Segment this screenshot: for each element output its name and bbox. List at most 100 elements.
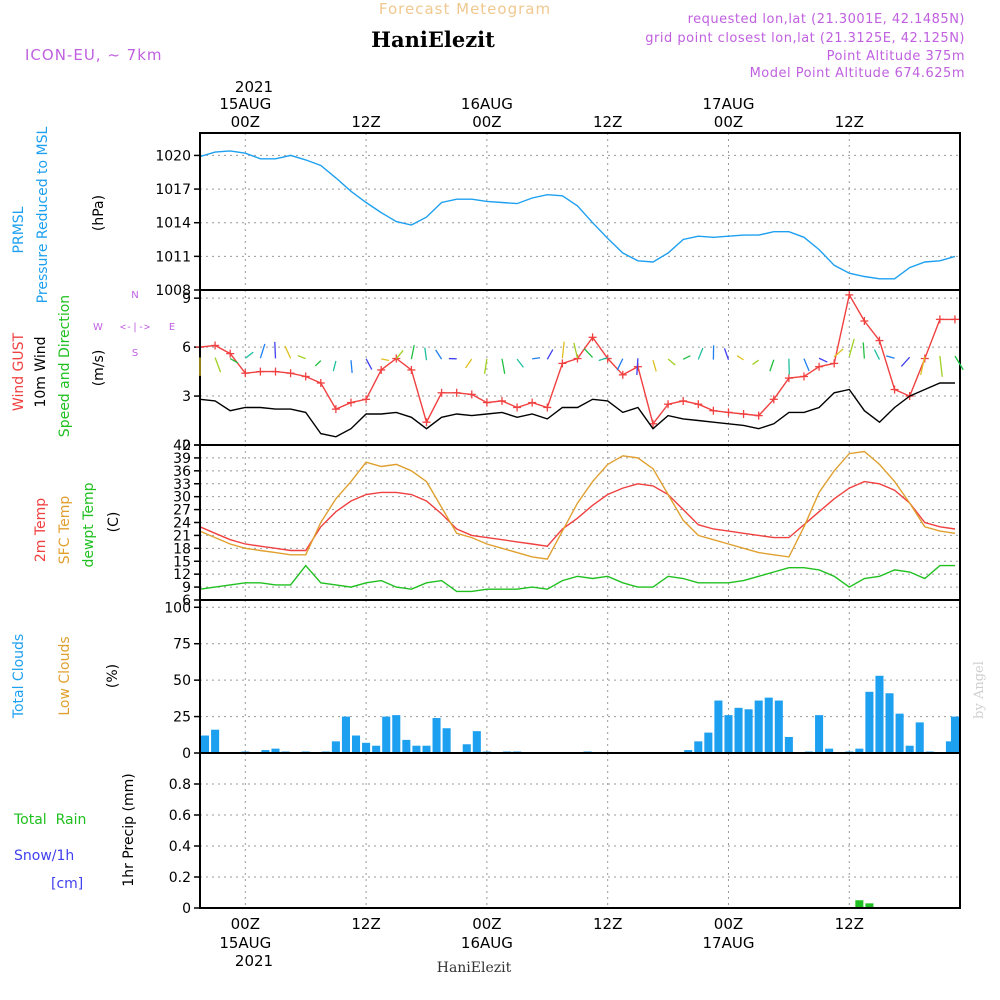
panel-frame [199,132,961,291]
cloud-bar [905,745,914,753]
wind-arrow [667,358,676,366]
gust-label: Wind GUST [11,332,27,411]
compass-w: W [93,322,103,333]
cloud-bar [724,715,733,753]
gust-marker [528,398,537,407]
pressure-panel-labels: PRMSL Pressure Reduced to MSL (hPa) [11,126,107,303]
precip-panel-labels: Total Rain Snow/1h [cm] 1hr Precip (mm) [13,773,137,892]
compass-arrow: <-|-> [120,322,150,333]
precip-bar [855,900,864,908]
wind-arrow [573,342,579,359]
compass-e: E [169,322,175,333]
pressure-panel: 1008 1011 1014 1017 1020 [155,132,961,299]
clouds-panel: 0 25 50 75 100 [164,599,961,762]
compass-n: N [131,290,138,301]
gust-marker [739,410,748,418]
y-tick-label: 1008 [155,283,191,299]
gust-marker [422,418,431,427]
wind-arrow [297,355,306,360]
wind-arrow [862,342,866,359]
cloud-bar [462,744,471,753]
gust-marker [346,398,355,407]
wind-arrow [939,355,943,377]
cloud-bar [784,736,793,753]
wind-arrow [244,351,254,359]
2m-temp-line [199,480,956,552]
cloud-bar [734,707,743,753]
cloud-bar [472,731,481,753]
cloud-bar [704,732,713,753]
y-tick-label: 3 [182,389,191,405]
requested-coords: requested lon,lat (21.3001E, 42.1485N) [688,12,965,27]
cloud-bar [950,716,959,753]
cloud-bar [764,697,773,753]
snow-unit-label: [cm] [51,876,83,892]
gust-marker [316,379,325,387]
gridpoint-coords: grid point closest lon,lat (21.3125E, 42… [645,31,965,46]
gust-marker [830,359,839,368]
wind-arrow [435,349,443,360]
cloud-bar [694,741,703,753]
wind-arrow [697,347,704,360]
gust-marker [618,370,627,379]
wind-arrow [424,347,428,361]
bottom-date-label: 17AUG [703,934,755,952]
dir-label: Speed and Direction [57,295,73,437]
gust-marker [407,365,416,374]
y-tick-label: 30 [173,490,191,506]
y-tick-label: 9 [182,291,191,307]
wind-direction-arrows [199,338,964,377]
wind-arrow [332,360,337,372]
cloud-bar [402,739,411,753]
wind-arrow [769,359,775,372]
wind-arrow [723,348,730,360]
cloud-bar [362,742,371,753]
wind-arrow [886,355,895,359]
wind-arrow [954,355,964,371]
y-tick-label: 6 [182,340,191,356]
top-hour-label: 12Z [351,113,380,131]
y-tick-label: 0 [182,438,191,454]
panel-frame [199,599,961,754]
wind-arrow [483,358,488,374]
y-tick-label: 6 [182,593,191,609]
rain-label: Total Rain [13,812,86,828]
wind-arrow [598,357,608,362]
credit-watermark: by Angel [972,661,987,719]
y-tick-label: 12 [173,567,191,583]
10m-wind-line [199,382,955,438]
cloud-bar [412,745,421,753]
snow-label: Snow/1h [14,848,74,864]
wind-arrow [652,360,657,372]
wind-arrow [501,358,506,374]
wind-unit-label: (m/s) [91,350,107,387]
top-hour-label: 00Z [472,113,501,131]
cloud-bar [331,741,340,753]
gust-marker [226,349,235,358]
cloud-bar [341,716,350,753]
t2m-label: 2m Temp [33,498,49,562]
y-tick-label: 0.8 [169,777,191,793]
wind-arrow [314,360,322,367]
y-tick-label: 36 [173,464,191,480]
gust-marker [845,290,854,299]
top-hour-label: 00Z [714,113,743,131]
y-tick-label: 1017 [155,182,191,198]
gust-marker [694,400,703,409]
wind-arrow [350,360,353,374]
y-tick-label: 9 [182,580,191,596]
panel-frame [199,752,961,909]
cloud-bar [392,715,401,753]
wind-arrow [229,357,239,364]
top-hour-label: 00Z [231,113,260,131]
top-date-label: 16AUG [461,95,513,113]
cloud-bar [895,713,904,753]
bottom-hour-label: 00Z [472,915,501,933]
gust-marker [769,395,778,404]
cloud-bar [855,748,864,753]
cloud-bar [442,728,451,753]
wind-arrow [259,343,266,359]
gust-marker [286,369,295,378]
wind-arrow [803,358,810,372]
